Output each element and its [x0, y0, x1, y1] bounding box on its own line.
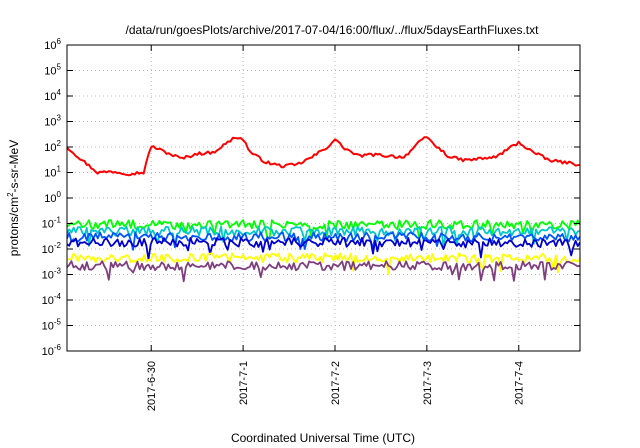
- x-tick-label: 2017-6-30: [146, 361, 158, 411]
- x-axis: 2017-6-30 2017-7-1 2017-7-2 2017-7-3 2017-7-…: [146, 45, 526, 411]
- series-line-5: [66, 237, 581, 261]
- y-tick-exponent: -6: [54, 343, 62, 352]
- y-tick-exponent: 3: [57, 114, 62, 123]
- y-tick-label: 10-6: [42, 343, 62, 358]
- y-tick-exponent: -5: [54, 318, 62, 327]
- x-tick-label: 2017-7-4: [514, 361, 526, 405]
- x-tick-label: 2017-7-3: [422, 361, 434, 405]
- y-tick-base: 10: [42, 295, 54, 307]
- y-tick-base: 10: [42, 244, 54, 256]
- y-tick-base: 10: [44, 91, 56, 103]
- y-tick-exponent: 2: [57, 139, 62, 148]
- y-axis: 10-610-510-410-310-210-11001011021031041…: [42, 37, 580, 358]
- y-tick-label: 105: [44, 63, 61, 78]
- series-line-6: [66, 252, 581, 275]
- x-axis-label: Coordinated Universal Time (UTC): [231, 431, 415, 445]
- y-tick-exponent: 5: [57, 63, 62, 72]
- y-tick-base: 10: [44, 142, 56, 154]
- y-tick-label: 101: [44, 165, 61, 180]
- y-tick-base: 10: [44, 193, 56, 205]
- y-axis-label-unit: protons/cm: [7, 197, 21, 256]
- y-tick-label: 10-5: [42, 318, 62, 333]
- y-tick-label: 102: [44, 139, 61, 154]
- y-tick-base: 10: [44, 168, 56, 180]
- y-tick-base: 10: [44, 117, 56, 129]
- y-tick-label: 10-4: [42, 292, 62, 307]
- y-tick-label: 10-3: [42, 267, 62, 282]
- series-line-7: [66, 260, 581, 283]
- y-tick-base: 10: [42, 346, 54, 358]
- y-tick-base: 10: [44, 40, 56, 52]
- y-tick-label: 103: [44, 114, 61, 129]
- y-tick-exponent: -3: [54, 267, 62, 276]
- y-tick-exponent: 6: [57, 37, 62, 46]
- chart-title: /data/run/goesPlots/archive/2017-07-04/1…: [126, 23, 540, 37]
- series-line-2: [66, 219, 581, 240]
- y-tick-exponent: -4: [54, 292, 62, 301]
- y-tick-exponent: -2: [54, 241, 62, 250]
- y-tick-label: 106: [44, 37, 61, 52]
- series-line-3: [66, 225, 581, 249]
- x-tick-label: 2017-7-1: [238, 361, 250, 405]
- y-tick-label: 10-2: [42, 241, 62, 256]
- y-tick-exponent: 1: [57, 165, 62, 174]
- y-tick-exponent: 0: [57, 190, 62, 199]
- y-axis-label: protons/cm2-s-sr-MeV: [6, 140, 21, 256]
- y-tick-base: 10: [44, 66, 56, 78]
- series-group: [66, 136, 581, 283]
- y-tick-base: 10: [42, 219, 54, 231]
- y-tick-exponent: -1: [54, 216, 62, 225]
- y-tick-base: 10: [42, 270, 54, 282]
- grid: [67, 45, 580, 351]
- y-tick-exponent: 4: [57, 88, 62, 97]
- y-axis-label-exponent: 2: [6, 192, 15, 197]
- series-line-1: [66, 136, 581, 177]
- y-tick-base: 10: [42, 321, 54, 333]
- y-tick-label: 10-1: [42, 216, 62, 231]
- y-tick-label: 100: [44, 190, 61, 205]
- y-tick-label: 104: [44, 88, 61, 103]
- y-axis-label-rest: -s-sr-MeV: [7, 140, 21, 193]
- x-tick-label: 2017-7-2: [330, 361, 342, 405]
